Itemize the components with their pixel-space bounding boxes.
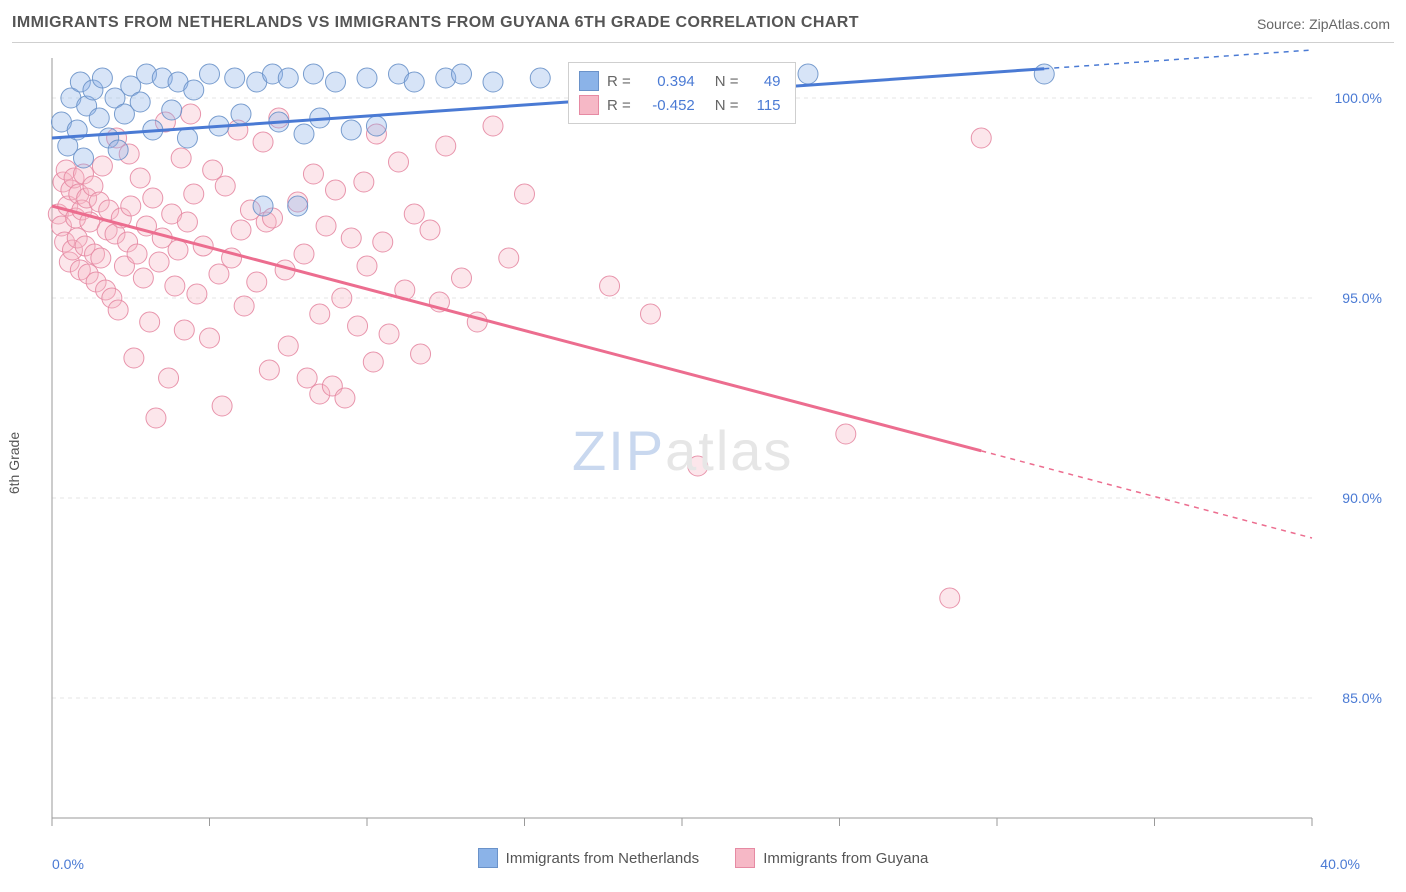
n-value: 49 xyxy=(747,73,781,90)
y-axis-label: 6th Grade xyxy=(6,432,22,494)
y-tick-label: 100.0% xyxy=(1335,90,1382,106)
r-value: 0.394 xyxy=(639,73,695,90)
legend-swatch xyxy=(579,71,599,91)
legend-label-netherlands: Immigrants from Netherlands xyxy=(506,850,699,867)
y-tick-label: 85.0% xyxy=(1342,690,1382,706)
r-label: R = xyxy=(607,73,631,90)
legend-swatch-netherlands xyxy=(478,848,498,868)
y-tick-label: 90.0% xyxy=(1342,490,1382,506)
r-label: R = xyxy=(607,97,631,114)
legend-item-guyana: Immigrants from Guyana xyxy=(735,848,928,868)
r-value: -0.452 xyxy=(639,97,695,114)
scatter-plot xyxy=(12,48,1394,878)
legend-swatch-guyana xyxy=(735,848,755,868)
n-value: 115 xyxy=(747,97,781,114)
legend-item-netherlands: Immigrants from Netherlands xyxy=(478,848,699,868)
correlation-legend-row: R = 0.394 N = 49 xyxy=(579,69,781,93)
source-attribution: Source: ZipAtlas.com xyxy=(1257,16,1390,32)
y-tick-label: 95.0% xyxy=(1342,290,1382,306)
chart-title: IMMIGRANTS FROM NETHERLANDS VS IMMIGRANT… xyxy=(12,14,859,32)
n-label: N = xyxy=(715,97,739,114)
header: IMMIGRANTS FROM NETHERLANDS VS IMMIGRANT… xyxy=(12,10,1394,43)
chart-container: 6th Grade ZIPatlas R =0.394N =49R =-0.45… xyxy=(12,48,1394,878)
source-prefix: Source: xyxy=(1257,16,1309,32)
n-label: N = xyxy=(715,73,739,90)
legend-label-guyana: Immigrants from Guyana xyxy=(763,850,928,867)
legend-swatch xyxy=(579,95,599,115)
correlation-legend-row: R = -0.452 N = 115 xyxy=(579,93,781,117)
series-legend: Immigrants from Netherlands Immigrants f… xyxy=(12,848,1394,872)
correlation-legend: R = 0.394 N = 49 R = -0.452 N = 115 xyxy=(568,62,796,124)
source-link[interactable]: ZipAtlas.com xyxy=(1309,16,1390,32)
